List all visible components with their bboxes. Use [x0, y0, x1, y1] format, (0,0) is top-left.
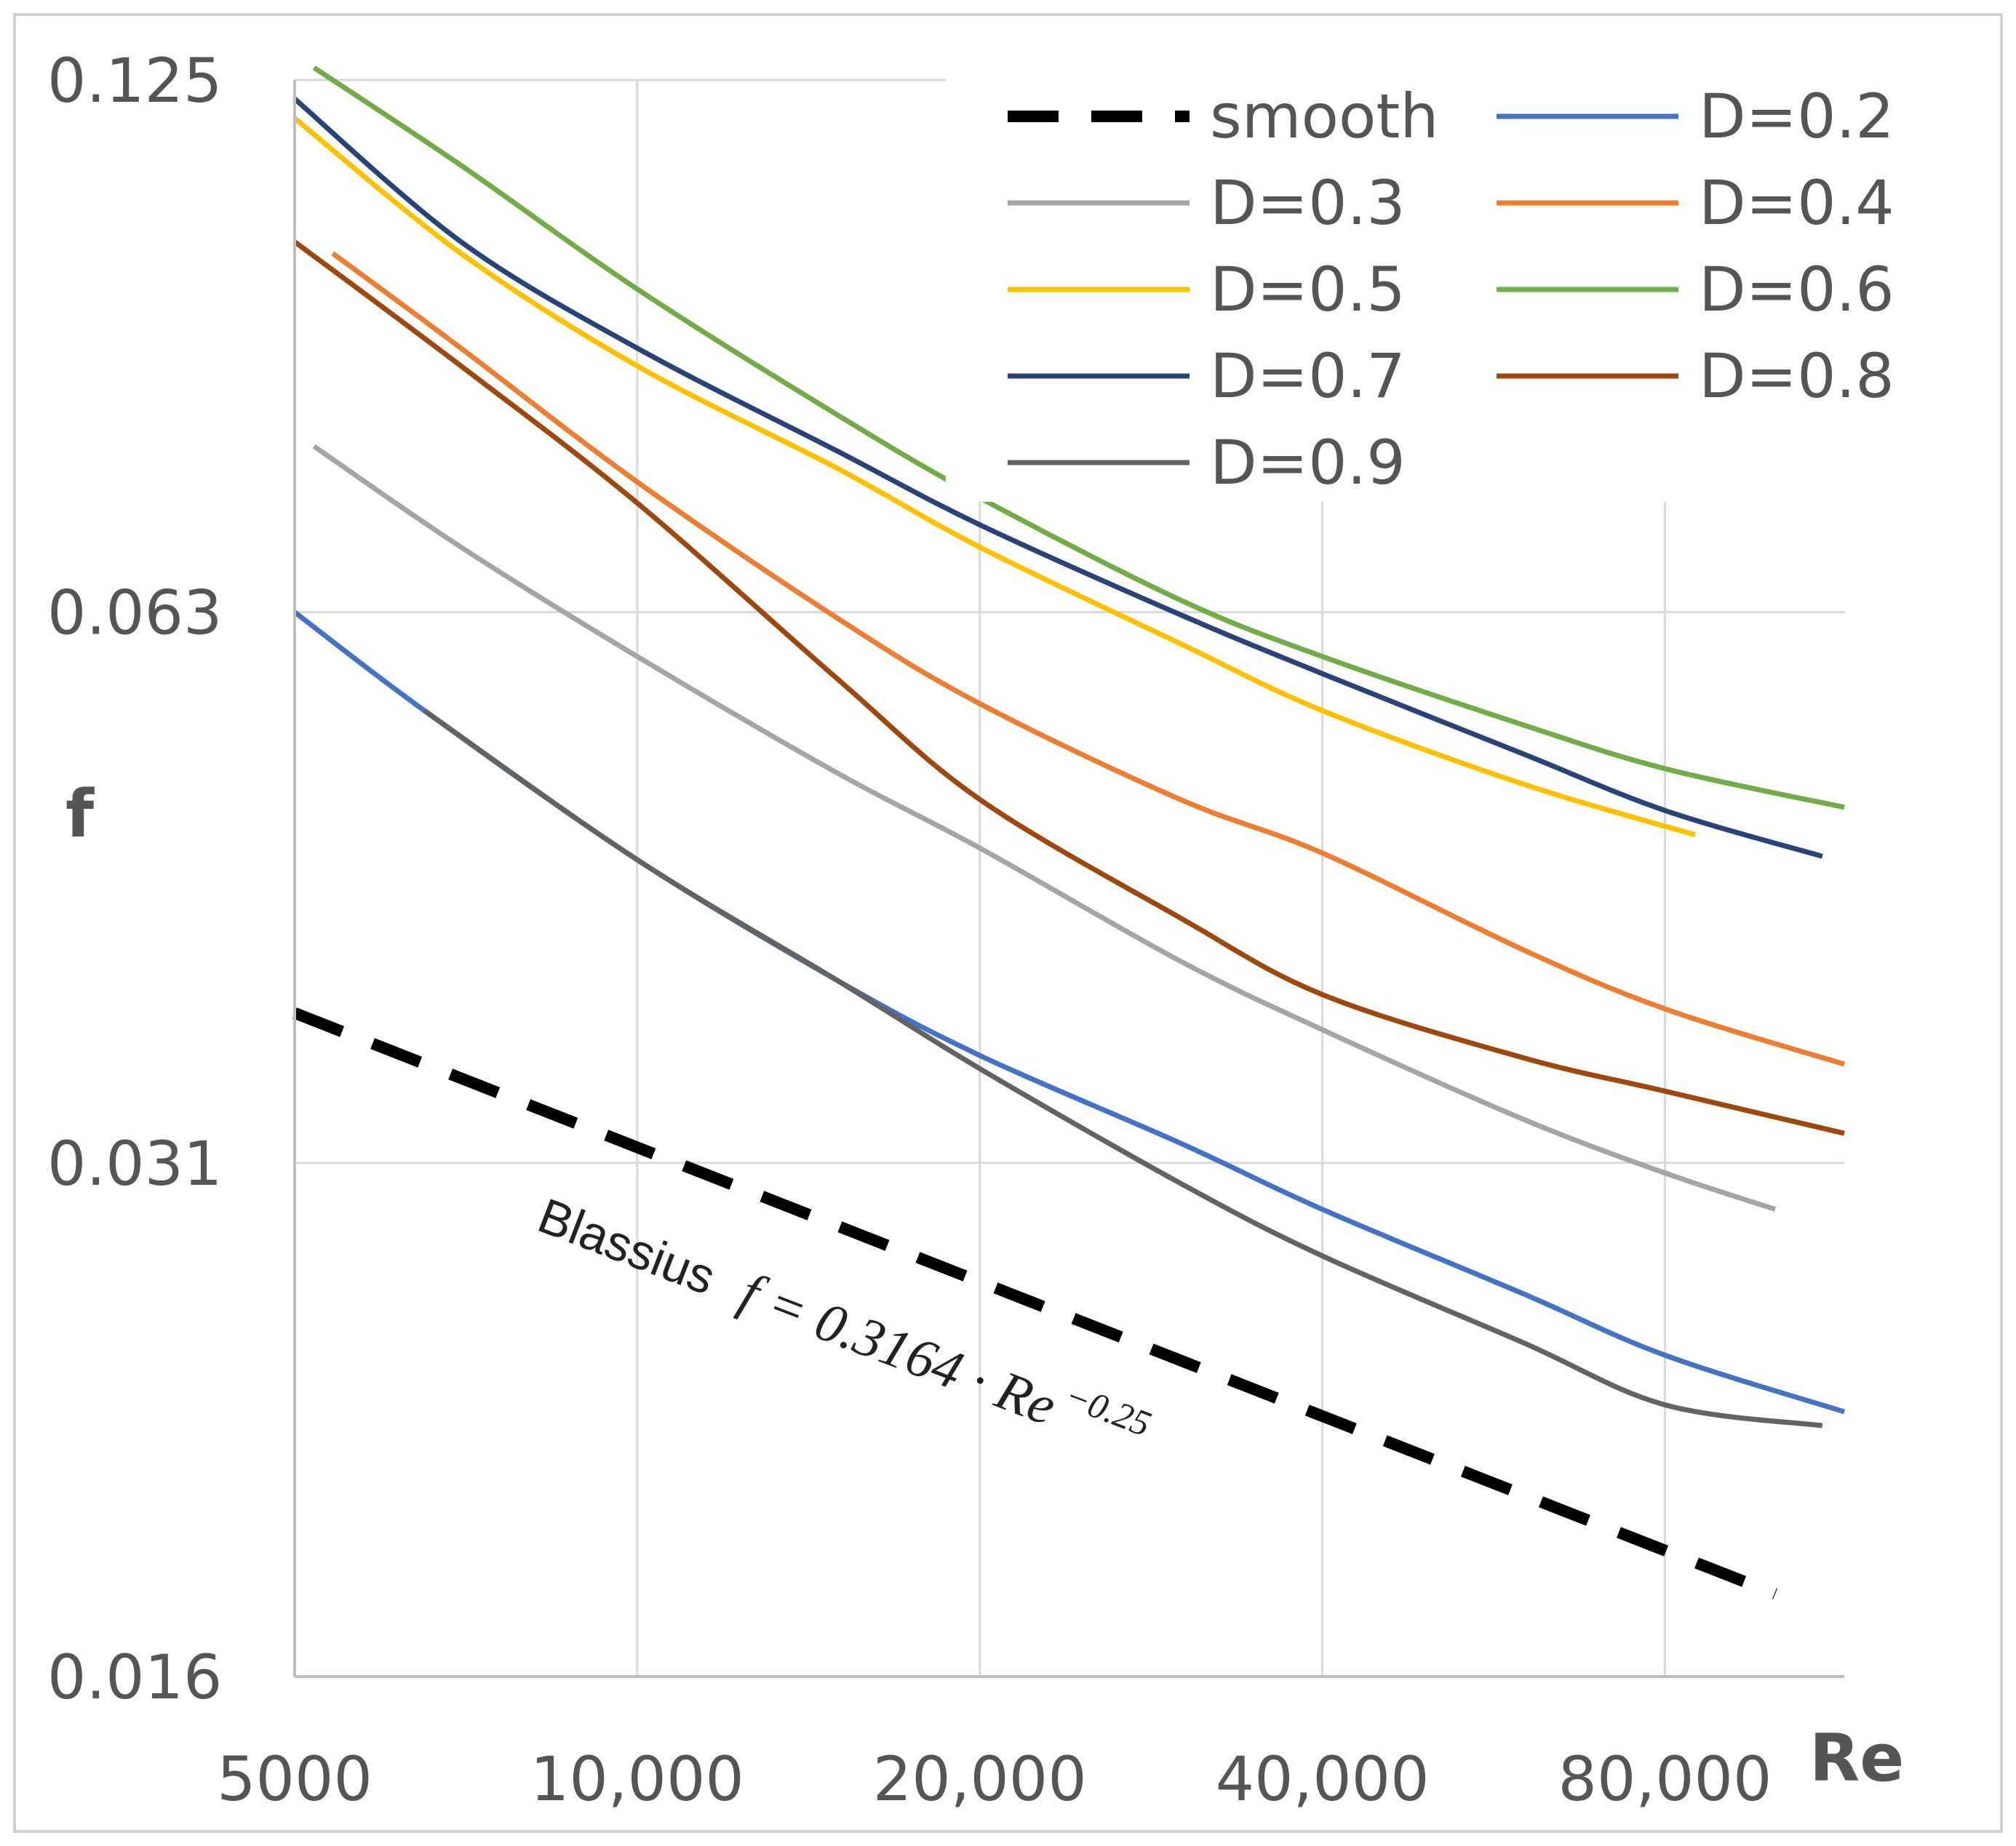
legend-label-d-0-2: D=0.2	[1699, 81, 1895, 152]
annotation-name: Blassius	[531, 1188, 723, 1306]
series-line-d-0-3	[312, 444, 1777, 1212]
annotation-equation: f = 0.3164 · Re	[732, 1261, 1064, 1437]
x-axis-label: Re	[1809, 1720, 1904, 1797]
series-line-d-0-7	[292, 97, 1823, 859]
series-line-d-0-6	[312, 65, 1845, 810]
x-tick-label: 40,000	[1216, 1743, 1430, 1815]
y-tick-label: 0.031	[47, 1128, 222, 1199]
x-tick-label: 80,000	[1558, 1743, 1772, 1815]
legend-label-d-0-7: D=0.7	[1210, 340, 1406, 412]
series-line-d-0-9	[423, 708, 1823, 1429]
legend-background	[946, 58, 1892, 502]
series-line-d-0-2	[292, 610, 1846, 1415]
annotation-exponent: −0.25	[1059, 1375, 1156, 1445]
legend-label-d-0-5: D=0.5	[1210, 254, 1406, 325]
series-line-smooth	[292, 1007, 1777, 1599]
legend-label-smooth: smooth	[1210, 81, 1439, 152]
svg-text:Blassius f = 0.3164 · Re: Blassius f = 0.3164 · Re −0.25	[530, 1175, 1157, 1471]
series-line-d-0-5	[292, 116, 1696, 837]
legend-label-d-0-6: D=0.6	[1699, 254, 1895, 325]
x-tick-label: 5000	[217, 1743, 372, 1815]
series-line-d-0-4	[331, 251, 1846, 1067]
legend-label-d-0-4: D=0.4	[1699, 167, 1895, 239]
series-line-d-0-8	[292, 239, 1845, 1136]
blassius-annotation: Blassius f = 0.3164 · Re −0.25	[530, 1175, 1157, 1471]
legend-label-d-0-8: D=0.8	[1699, 340, 1895, 412]
y-tick-label: 0.125	[47, 45, 222, 116]
legend: smooth D=0.2 D=0.3 D=0.4 D=0.5 D=0.6 D=0.7 D=0.…	[1008, 81, 1895, 498]
axes: 0.016 0.031 0.063 0.125 5000 10,000 20,000 40,0…	[47, 45, 1844, 1815]
legend-label-d-0-3: D=0.3	[1210, 167, 1406, 239]
x-tick-label: 10,000	[530, 1743, 744, 1815]
legend-label-d-0-9: D=0.9	[1210, 427, 1406, 498]
y-axis-label: f	[65, 776, 95, 852]
y-tick-label: 0.063	[47, 578, 222, 649]
series-layer	[292, 65, 1846, 1599]
x-tick-label: 20,000	[873, 1743, 1087, 1815]
y-tick-label: 0.016	[47, 1642, 222, 1713]
